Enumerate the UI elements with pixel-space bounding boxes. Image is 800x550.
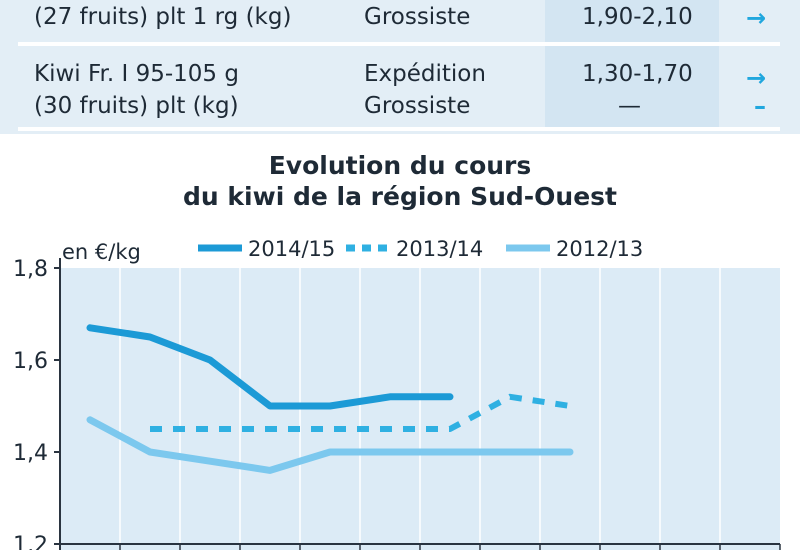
- trend-arrow-icon: →: [746, 4, 767, 32]
- stage-cell: Grossiste: [364, 4, 471, 30]
- series-line-2013-14: [150, 393, 571, 432]
- y-tick-label: 1,6: [13, 349, 48, 374]
- price-column-bg: [545, 0, 719, 42]
- legend-label: 2013/14: [396, 237, 483, 261]
- stage-cell: Grossiste: [364, 93, 471, 119]
- series-line-2012-13: [86, 416, 574, 474]
- axes: 1,2 1,4 1,6 1,8 en €/kg: [13, 240, 781, 550]
- price-cell: 1,90-2,10: [582, 4, 693, 30]
- y-tick-label: 1,8: [13, 257, 48, 282]
- product-cell: (30 fruits) plt (kg): [34, 93, 239, 119]
- series-lines: [86, 324, 574, 474]
- legend-label: 2014/15: [248, 237, 335, 261]
- price-column-bg: [545, 46, 719, 127]
- trend-arrow-icon: →: [746, 64, 767, 92]
- legend-label: 2012/13: [556, 237, 643, 261]
- chart-title: Evolution du cours du kiwi de la région …: [0, 150, 800, 212]
- row-separator: [18, 127, 780, 131]
- y-tick-label: 1,4: [13, 441, 48, 466]
- price-table: (27 fruits) plt 1 rg (kg) Grossiste 1,90…: [0, 0, 800, 134]
- y-tick-label: 1,2: [13, 533, 48, 550]
- price-cell: 1,30-1,70: [582, 61, 693, 87]
- price-cell: —: [618, 93, 641, 119]
- product-cell: Kiwi Fr. I 95-105 g: [34, 61, 239, 87]
- grid: [119, 268, 721, 550]
- product-cell: (27 fruits) plt 1 rg (kg): [34, 4, 292, 30]
- series-line-2014-15: [86, 324, 454, 410]
- row-separator: [18, 42, 780, 46]
- stage-cell: Expédition: [364, 61, 486, 87]
- legend: 2014/15 2013/14 2012/13: [198, 237, 643, 261]
- chart-title-line: du kiwi de la région Sud-Ouest: [183, 182, 617, 211]
- chart-title-line: Evolution du cours: [268, 151, 532, 180]
- trend-dash-icon: –: [754, 92, 766, 120]
- y-axis-unit-label: en €/kg: [62, 240, 141, 264]
